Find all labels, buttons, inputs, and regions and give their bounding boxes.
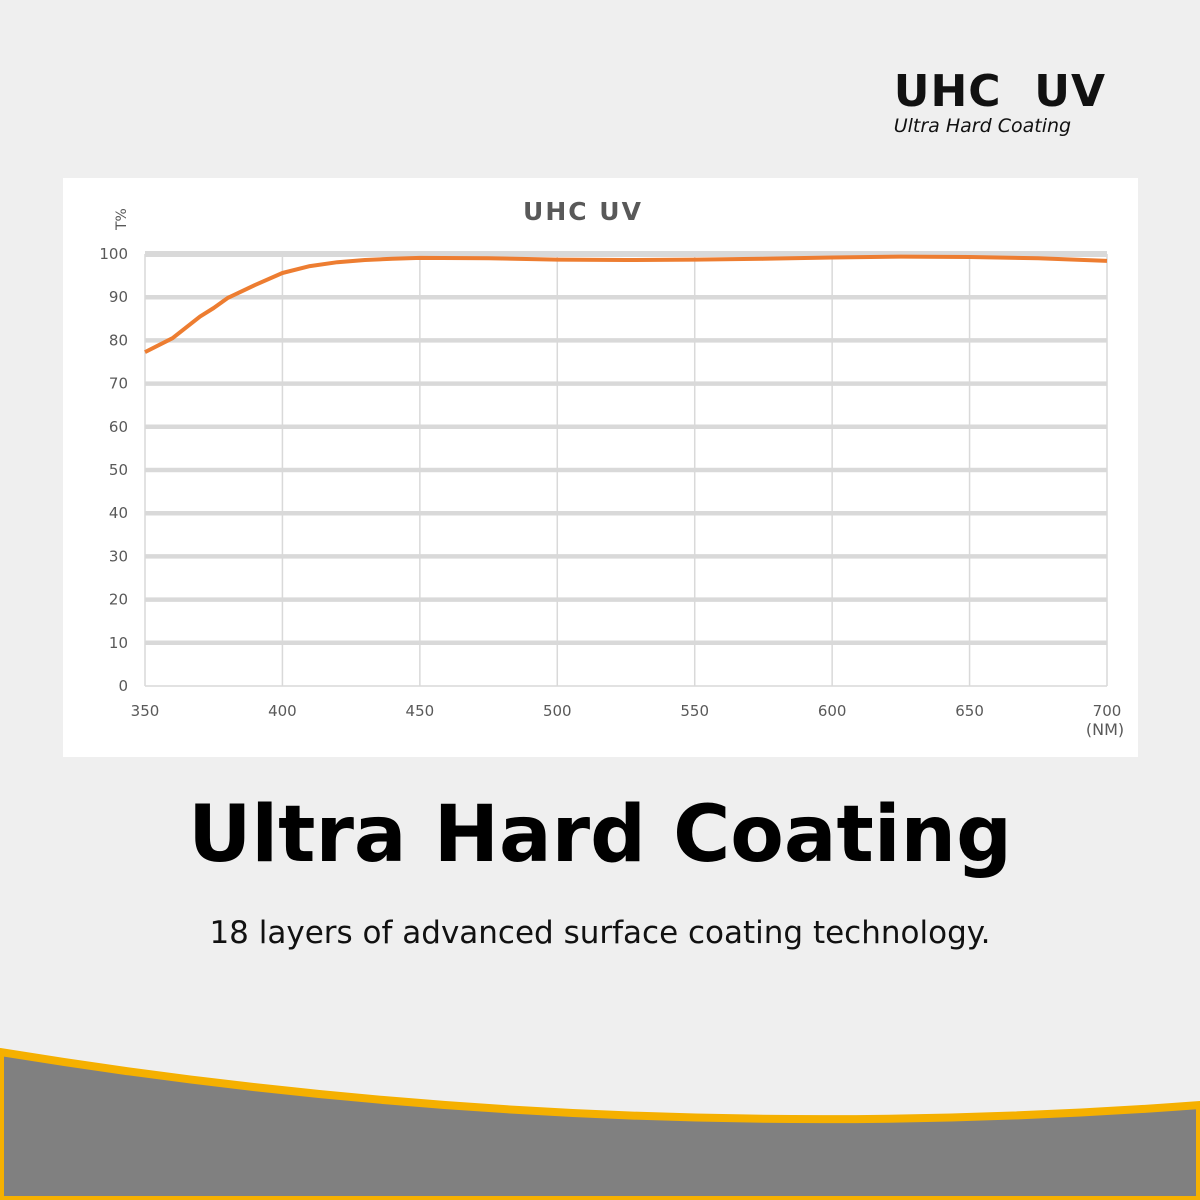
y-tick-label: 30 xyxy=(109,547,128,565)
y-tick-label: 60 xyxy=(109,418,128,436)
chart-panel: UHC UV T% (NM) 350 400 450 500 550 600 650 700 0… xyxy=(63,178,1138,757)
x-tick-label: 600 xyxy=(818,702,847,720)
brand-subtitle: Ultra Hard Coating xyxy=(893,115,1072,137)
x-tick-label: 450 xyxy=(406,702,435,720)
x-tick-label: 650 xyxy=(955,702,984,720)
transmission-chart: UHC UV T% (NM) 350 400 450 500 550 600 650 700 0… xyxy=(99,197,1124,739)
y-tick-label: 90 xyxy=(109,288,128,306)
y-tick-label: 0 xyxy=(118,677,128,695)
y-tick-label: 80 xyxy=(109,331,128,349)
y-axis-label: T% xyxy=(114,208,130,231)
y-tick-label: 70 xyxy=(109,375,128,393)
x-axis-label: (NM) xyxy=(1086,720,1124,739)
y-tick-label: 50 xyxy=(109,461,128,479)
x-tick-label: 700 xyxy=(1093,702,1122,720)
y-tick-label: 20 xyxy=(109,591,128,609)
y-tick-label: 100 xyxy=(99,245,128,263)
brand-title: UHC UV xyxy=(893,66,1106,117)
y-tick-label: 10 xyxy=(109,634,128,652)
x-tick-label: 350 xyxy=(131,702,160,720)
subheadline: 18 layers of advanced surface coating te… xyxy=(209,915,991,951)
x-tick-label: 400 xyxy=(268,702,297,720)
brand-logo: UHC UV Ultra Hard Coating xyxy=(894,66,1106,137)
chart-title: UHC UV xyxy=(523,197,643,226)
y-tick-label: 40 xyxy=(109,504,128,522)
headline: Ultra Hard Coating xyxy=(188,790,1012,880)
x-tick-label: 500 xyxy=(543,702,572,720)
x-tick-label: 550 xyxy=(680,702,709,720)
series-line xyxy=(144,254,1108,354)
